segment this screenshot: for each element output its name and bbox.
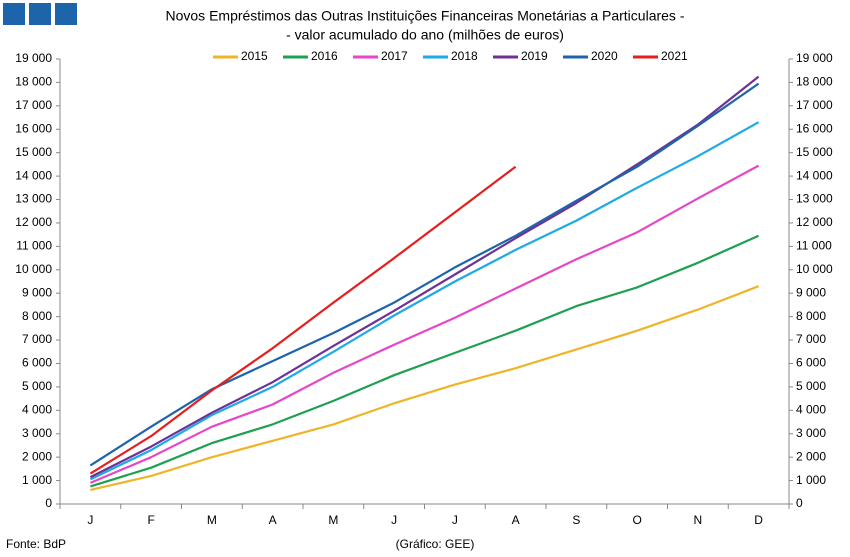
y2-tick-label: 10 000 xyxy=(796,262,833,276)
legend-label: 2015 xyxy=(241,49,268,63)
source: Fonte: BdP xyxy=(6,537,66,551)
chart-title: Novos Empréstimos das Outras Instituiçõe… xyxy=(166,8,685,24)
x-tick-label: M xyxy=(328,513,338,527)
chart-subtitle: - valor acumulado do ano (milhões de eur… xyxy=(286,27,564,43)
y2-tick-label: 3 000 xyxy=(796,426,826,440)
y-tick-label: 8 000 xyxy=(22,309,52,323)
legend-label: 2020 xyxy=(591,49,618,63)
y-tick-label: 4 000 xyxy=(22,402,52,416)
y-tick-label: 19 000 xyxy=(15,51,52,65)
y2-tick-label: 13 000 xyxy=(796,192,833,206)
logo-square xyxy=(29,3,51,25)
x-tick-label: J xyxy=(87,513,93,527)
series-line xyxy=(89,121,760,481)
x-tick-label: F xyxy=(147,513,154,527)
y-tick-label: 16 000 xyxy=(15,121,52,135)
y-tick-label: 2 000 xyxy=(22,449,52,463)
x-tick-label: A xyxy=(269,513,277,527)
y2-tick-label: 17 000 xyxy=(796,98,833,112)
legend-label: 2019 xyxy=(521,49,548,63)
y-tick-label: 18 000 xyxy=(15,75,52,89)
y2-tick-label: 2 000 xyxy=(796,449,826,463)
x-tick-label: N xyxy=(694,513,703,527)
x-tick-label: M xyxy=(207,513,217,527)
series-line xyxy=(90,234,760,488)
legend-label: 2018 xyxy=(451,49,478,63)
legend-label: 2021 xyxy=(661,49,688,63)
y2-tick-label: 6 000 xyxy=(796,356,826,370)
logo-square xyxy=(3,3,25,25)
y-tick-label: 9 000 xyxy=(22,285,52,299)
y2-tick-label: 9 000 xyxy=(796,285,826,299)
logo-square xyxy=(55,3,77,25)
x-tick-label: S xyxy=(572,513,580,527)
x-tick-label: O xyxy=(632,513,641,527)
x-tick-label: A xyxy=(512,513,520,527)
y2-tick-label: 18 000 xyxy=(796,75,833,89)
y-tick-label: 0 xyxy=(45,496,52,510)
y2-tick-label: 15 000 xyxy=(796,145,833,159)
y2-tick-label: 7 000 xyxy=(796,332,826,346)
y-tick-label: 15 000 xyxy=(15,145,52,159)
y2-tick-label: 0 xyxy=(796,496,803,510)
y-tick-label: 3 000 xyxy=(22,426,52,440)
credit: (Gráfico: GEE) xyxy=(396,537,475,551)
x-tick-label: D xyxy=(754,513,763,527)
y-tick-label: 11 000 xyxy=(16,239,52,253)
y-tick-label: 10 000 xyxy=(15,262,52,276)
y2-tick-label: 12 000 xyxy=(796,215,833,229)
y2-tick-label: 14 000 xyxy=(796,168,833,182)
y-tick-label: 14 000 xyxy=(15,168,52,182)
y-tick-label: 12 000 xyxy=(15,215,52,229)
y2-tick-label: 8 000 xyxy=(796,309,826,323)
y-tick-label: 13 000 xyxy=(15,192,52,206)
y-tick-label: 1 000 xyxy=(22,473,52,487)
series-line xyxy=(89,165,517,475)
y2-tick-label: 11 000 xyxy=(796,239,832,253)
series-line xyxy=(90,285,759,491)
y2-tick-label: 16 000 xyxy=(796,121,833,135)
x-tick-label: J xyxy=(452,513,458,527)
legend-label: 2016 xyxy=(311,49,338,63)
y2-tick-label: 5 000 xyxy=(796,379,826,393)
y2-tick-label: 19 000 xyxy=(796,51,833,65)
y2-tick-label: 1 000 xyxy=(796,473,826,487)
series-line xyxy=(89,82,760,467)
series-line xyxy=(89,75,760,479)
legend-label: 2017 xyxy=(381,49,408,63)
y2-tick-label: 4 000 xyxy=(796,402,826,416)
y-tick-label: 5 000 xyxy=(22,379,52,393)
x-tick-label: J xyxy=(391,513,397,527)
y-tick-label: 6 000 xyxy=(22,356,52,370)
y-tick-label: 17 000 xyxy=(15,98,52,112)
y-tick-label: 7 000 xyxy=(22,332,52,346)
series-line xyxy=(89,164,760,484)
